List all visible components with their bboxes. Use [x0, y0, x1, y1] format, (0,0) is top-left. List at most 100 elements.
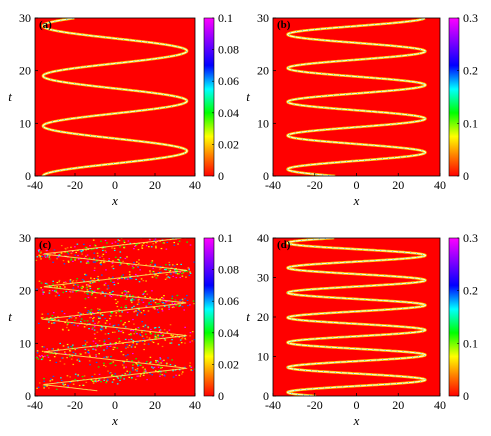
y-tick-label: 40: [257, 231, 269, 245]
speckle: [80, 251, 83, 253]
speckle: [163, 374, 166, 376]
x-axis-label: x: [353, 413, 360, 428]
speckle: [116, 305, 119, 308]
speckle: [148, 303, 150, 305]
speckle: [109, 362, 112, 365]
speckle: [97, 379, 100, 382]
speckle: [13, 385, 15, 386]
speckle: [145, 305, 147, 307]
speckle: [86, 254, 89, 256]
speckle: [82, 384, 85, 386]
speckle: [170, 273, 172, 275]
speckle: [77, 375, 79, 377]
speckle: [136, 314, 139, 316]
speckle: [110, 291, 113, 293]
speckle: [16, 348, 18, 349]
speckle: [100, 240, 102, 242]
speckle: [124, 293, 127, 295]
speckle: [51, 289, 54, 292]
speckle: [113, 281, 115, 283]
speckle: [137, 326, 140, 329]
speckle: [144, 290, 147, 292]
speckle: [86, 324, 88, 326]
speckle: [192, 300, 195, 302]
speckle: [156, 360, 159, 362]
speckle: [181, 306, 184, 308]
speckle: [92, 239, 95, 241]
speckle: [158, 329, 161, 332]
speckle: [38, 254, 41, 256]
speckle: [98, 280, 100, 282]
speckle: [12, 318, 14, 319]
speckle: [94, 261, 97, 263]
trajectory-line: [42, 18, 188, 176]
speckle: [61, 328, 64, 330]
speckle: [133, 311, 136, 313]
speckle: [165, 264, 167, 266]
speckle: [39, 255, 42, 257]
speckle: [111, 262, 114, 264]
speckle: [53, 290, 56, 292]
speckle: [130, 329, 132, 331]
speckle: [31, 358, 33, 359]
speckle: [86, 289, 89, 291]
soliton-trajectory: [286, 238, 427, 396]
speckle: [119, 377, 122, 379]
speckle: [118, 330, 120, 332]
speckle: [24, 355, 26, 356]
speckle: [121, 330, 124, 332]
speckle: [123, 246, 126, 248]
speckle: [155, 245, 157, 247]
speckle: [31, 288, 33, 289]
speckle: [163, 338, 166, 340]
speckle: [180, 299, 183, 301]
speckle: [93, 280, 96, 282]
speckle: [152, 300, 155, 302]
speckle: [28, 384, 30, 385]
speckle: [132, 340, 135, 342]
speckle: [78, 360, 81, 363]
speckle: [129, 242, 132, 245]
speckle: [141, 367, 144, 369]
speckle: [103, 339, 106, 341]
speckle: [125, 291, 128, 293]
speckle: [74, 353, 77, 355]
speckle: [137, 364, 140, 367]
speckle: [100, 293, 102, 295]
speckle: [29, 321, 31, 322]
speckle: [112, 260, 114, 262]
speckle: [36, 288, 38, 290]
speckle: [105, 269, 107, 271]
speckle: [163, 329, 166, 331]
speckle: [88, 360, 91, 362]
speckle: [13, 317, 15, 318]
colorbar: 0 0.1 0.2 0.3: [448, 11, 478, 183]
speckle: [117, 324, 120, 326]
speckle: [44, 386, 46, 388]
speckle: [185, 276, 187, 278]
speckle: [119, 246, 121, 248]
speckle: [86, 341, 88, 343]
speckle: [115, 328, 118, 330]
speckle: [142, 337, 145, 340]
speckle: [114, 343, 117, 346]
speckle: [88, 285, 91, 287]
speckle: [159, 358, 162, 360]
speckle: [64, 383, 67, 386]
speckle: [182, 300, 184, 302]
speckle: [166, 241, 169, 244]
speckle: [115, 341, 117, 344]
speckle: [85, 287, 88, 289]
speckle: [97, 278, 99, 280]
speckle: [48, 292, 51, 294]
speckle: [171, 359, 173, 361]
speckle: [154, 334, 157, 336]
speckle: [200, 367, 202, 368]
speckle: [31, 322, 33, 323]
speckle: [70, 345, 72, 348]
speckle: [157, 361, 160, 363]
speckle: [89, 355, 91, 357]
speckle: [123, 362, 125, 364]
speckle: [27, 357, 29, 358]
